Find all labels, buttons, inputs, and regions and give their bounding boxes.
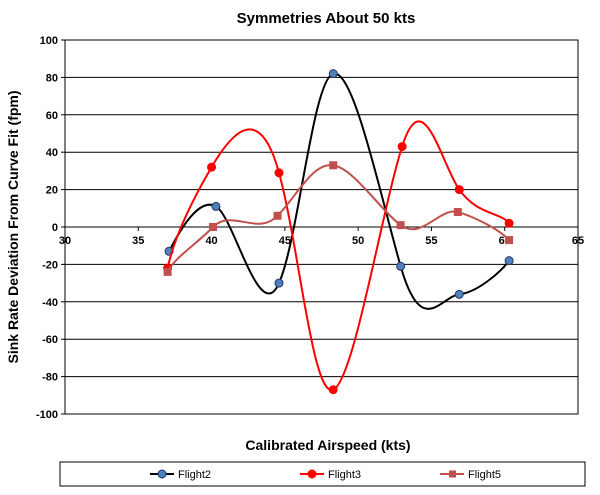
- y-tick-label: -60: [42, 334, 58, 346]
- data-point: [328, 385, 338, 395]
- data-point: [504, 256, 514, 266]
- x-axis-label: Calibrated Airspeed (kts): [245, 437, 410, 453]
- legend-item: Flight3: [300, 469, 361, 481]
- y-tick-label: 20: [46, 185, 58, 197]
- chart-title: Symmetries About 50 kts: [237, 10, 416, 27]
- data-point: [163, 267, 172, 276]
- x-tick-label: 35: [132, 235, 144, 247]
- series-line: [168, 72, 510, 310]
- y-tick-label: -80: [42, 372, 58, 384]
- data-point: [454, 185, 464, 195]
- data-point: [396, 261, 406, 271]
- series-group: [163, 69, 514, 395]
- x-tick-labels: 30 35 40 45 50 55 60 65: [59, 235, 584, 247]
- x-tick-label: 65: [572, 235, 584, 247]
- y-tick-label: -100: [36, 409, 58, 421]
- x-tick-label: 30: [59, 235, 71, 247]
- y-tick-label: 0: [52, 222, 58, 234]
- y-tick-label: 60: [46, 110, 58, 122]
- y-tick-label: 80: [46, 72, 58, 84]
- data-point: [397, 142, 407, 152]
- legend-marker: [449, 470, 456, 478]
- series-flight2: [164, 69, 514, 310]
- x-tick-label: 55: [425, 235, 437, 247]
- y-tick-label: 40: [46, 147, 58, 159]
- x-tick-label: 45: [279, 235, 291, 247]
- x-tick-label: 50: [352, 235, 364, 247]
- data-point: [504, 218, 514, 228]
- y-tick-label: -20: [42, 259, 58, 271]
- data-point: [453, 208, 462, 217]
- series-flight5: [163, 161, 514, 276]
- y-tick-labels: -100 -80 -60 -40 -20 0 20 40 60 80 100: [36, 35, 58, 421]
- data-point: [396, 221, 405, 230]
- legend-marker: [307, 469, 317, 479]
- data-point: [273, 211, 282, 220]
- data-point: [505, 236, 514, 245]
- y-axis-label: Sink Rate Deviation From Curve Fit (fpm): [5, 90, 21, 363]
- y-tick-label: -40: [42, 297, 58, 309]
- legend-item: Flight5: [440, 469, 501, 481]
- legend-marker: [157, 469, 167, 479]
- data-point: [211, 201, 221, 211]
- data-point: [209, 223, 218, 231]
- legend-label: Flight5: [468, 469, 501, 481]
- data-point: [454, 289, 464, 299]
- legend-label: Flight3: [328, 469, 361, 481]
- legend-label: Flight2: [178, 469, 211, 481]
- data-point: [274, 278, 284, 288]
- legend-item: Flight2: [150, 469, 211, 481]
- x-tick-label: 40: [205, 235, 217, 247]
- data-point: [329, 161, 338, 170]
- legend: Flight2 Flight3 Flight5: [150, 469, 501, 481]
- grid: [61, 39, 579, 415]
- data-point: [328, 69, 338, 79]
- data-point: [207, 162, 217, 172]
- y-tick-label: 100: [40, 35, 58, 47]
- data-point: [274, 168, 284, 178]
